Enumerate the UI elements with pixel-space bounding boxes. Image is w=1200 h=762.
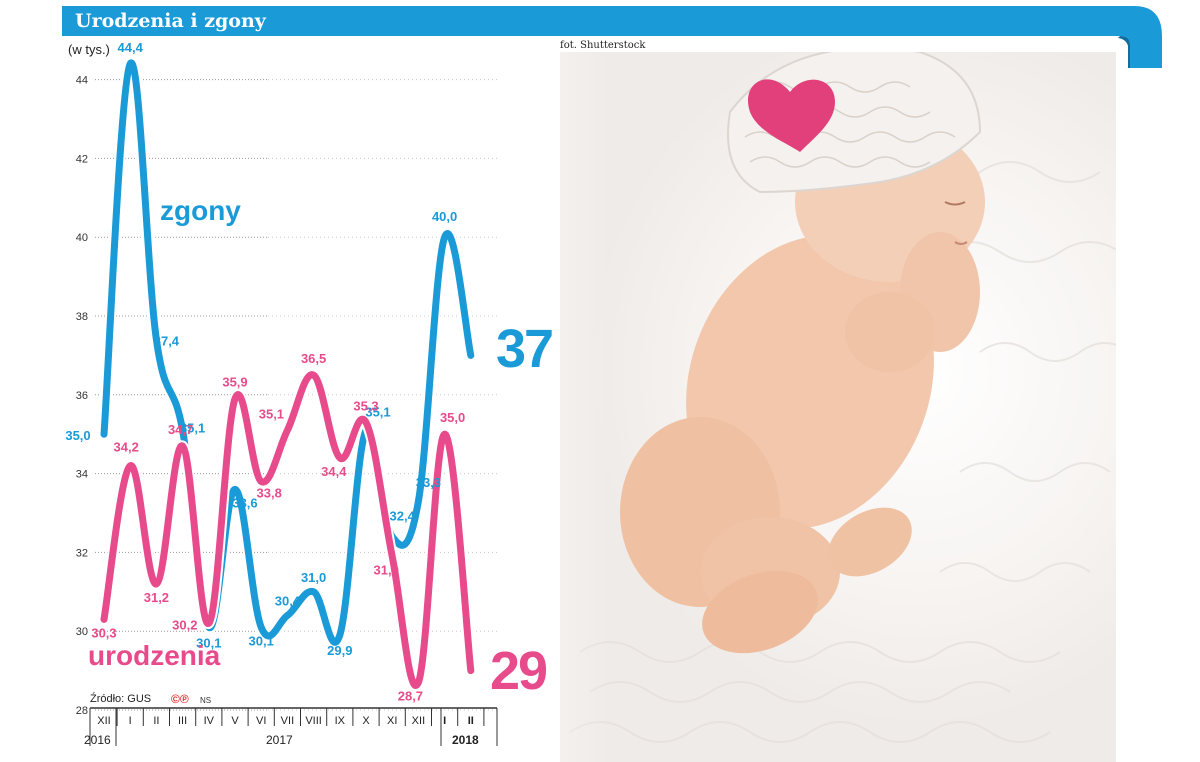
year-label-2018: 2018 <box>452 733 479 747</box>
urodzenia-data-label: 35,9 <box>222 375 247 390</box>
zgony-data-label: 37,4 <box>154 334 180 349</box>
zgony-data-label: 33,3 <box>416 475 441 490</box>
source-note: Źródło: GUS <box>90 693 152 705</box>
zgony-data-label: 30,4 <box>275 593 301 608</box>
x-tick-label: V <box>231 715 239 727</box>
y-axis-label: (w tys.) <box>68 42 110 57</box>
year-label-2017: 2017 <box>266 733 293 747</box>
x-tick-label: XI <box>387 715 397 727</box>
x-tick-label: II <box>153 715 159 727</box>
x-tick-label: I <box>443 715 446 727</box>
y-tick-label: 28 <box>76 705 88 717</box>
series-lines <box>98 57 477 691</box>
urodzenia-data-label: 34,7 <box>168 422 193 437</box>
zgony-data-label: 33,6 <box>232 495 257 510</box>
x-tick-label: VIII <box>305 715 322 727</box>
baby-photo <box>560 52 1116 762</box>
zgony-data-label: 35,1 <box>180 420 205 435</box>
zgony-line <box>100 59 475 646</box>
zgony-data-label: 44,4 <box>118 40 144 55</box>
zgony-data-label: 30,1 <box>249 633 274 648</box>
end-value-zgony: 37 <box>496 319 554 379</box>
photo-credit: fot. Shutterstock <box>560 40 646 51</box>
photo-fade <box>430 52 610 762</box>
urodzenia-data-label: 31,9 <box>374 562 399 577</box>
urodzenia-line <box>100 371 475 689</box>
end-value-urodzenia: 29 <box>490 641 548 701</box>
x-tick-label: XII <box>97 715 110 727</box>
x-tick-label: X <box>362 715 370 727</box>
x-tick-label: IV <box>204 715 215 727</box>
urodzenia-data-label: 36,5 <box>301 351 326 366</box>
y-tick-label: 30 <box>76 626 88 638</box>
urodzenia-data-label: 30,3 <box>91 625 116 640</box>
y-tick-label: 40 <box>76 232 88 244</box>
legend-urodzenia: urodzenia <box>88 640 221 671</box>
x-tick-label: I <box>129 715 132 727</box>
title-banner <box>62 6 1132 36</box>
zgony-data-label: 31,0 <box>301 570 326 585</box>
y-tick-label: 36 <box>76 390 88 402</box>
x-tick-label: IX <box>335 715 346 727</box>
urodzenia-data-label: 30,2 <box>172 617 197 632</box>
baby-illustration <box>569 52 1116 743</box>
urodzenia-data-label: 35,3 <box>353 398 378 413</box>
y-tick-label: 44 <box>76 75 88 87</box>
x-tick-label: VI <box>256 715 266 727</box>
urodzenia-data-label: 35,0 <box>440 410 465 425</box>
chart-title: Urodzenia i zgony <box>75 10 266 32</box>
x-tick-label: VII <box>281 715 294 727</box>
y-tick-label: 38 <box>76 311 88 323</box>
urodzenia-data-label: 34,4 <box>321 464 347 479</box>
y-tick-label: 42 <box>76 153 88 165</box>
x-tick-label: II <box>468 715 474 727</box>
y-tick-label: 32 <box>76 547 88 559</box>
urodzenia-data-label: 34,2 <box>114 440 139 455</box>
urodzenia-data-label: 33,8 <box>257 485 282 500</box>
year-label-2016: 2016 <box>84 733 111 747</box>
urodzenia-data-label: 28,7 <box>398 688 423 703</box>
data-labels: 35,0 44,4 37,4 35,1 30,1 33,6 30,1 30,431,0 29,9… <box>65 40 465 704</box>
publisher-logo: ©℗ <box>171 692 189 706</box>
y-axis: 28 30 32 34 36 38 40 42 44 <box>76 75 88 717</box>
zgony-data-label: 32,4 <box>390 509 416 524</box>
zgony-data-label: 35,1 <box>365 404 390 419</box>
y-tick-label: 34 <box>76 469 88 481</box>
zgony-data-label: 35,0 <box>65 428 90 443</box>
zgony-data-label: 40,0 <box>432 209 457 224</box>
x-axis: XII I II III IV V VI VII VIII IX X XI XII I II <box>89 707 498 746</box>
author-initials: NS <box>200 696 212 705</box>
urodzenia-data-label: 31,2 <box>144 590 169 605</box>
zgony-data-label: 30,1 <box>196 635 221 650</box>
banner-curl-decoration <box>1090 6 1162 68</box>
x-tick-label: III <box>178 715 187 727</box>
zgony-data-label: 29,9 <box>327 643 352 658</box>
x-tick-label: XII <box>412 715 425 727</box>
legend-zgony: zgony <box>160 195 241 226</box>
urodzenia-data-label: 35,1 <box>259 406 284 421</box>
